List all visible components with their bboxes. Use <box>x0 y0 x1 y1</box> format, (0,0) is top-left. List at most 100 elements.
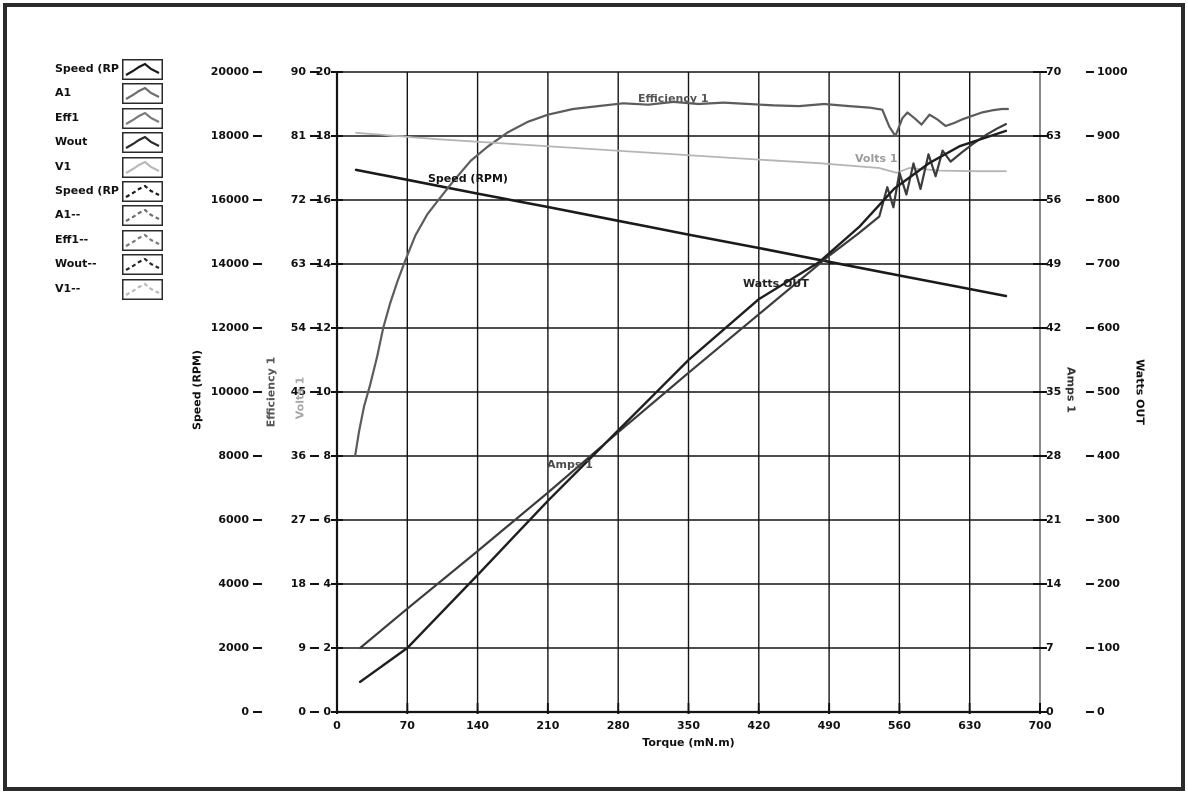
efficiency-tick-label: 81 <box>290 129 306 142</box>
efficiency-tick-label: 27 <box>290 513 306 526</box>
curve-label-volts-1: Volts 1 <box>855 152 898 165</box>
volts-tick-label: 14 <box>315 257 331 270</box>
speed-tick-label: 6000 <box>218 513 249 526</box>
watts-tick-label: 700 <box>1097 257 1120 270</box>
efficiency-tick-label: 72 <box>290 193 306 206</box>
watts-axis-title: Watts OUT <box>1133 359 1147 425</box>
volts-tick-label: 4 <box>323 577 331 590</box>
legend-label: Eff1 <box>55 110 80 124</box>
legend-swatch <box>122 156 163 178</box>
watts-tick-label: 1000 <box>1097 65 1128 78</box>
x-tick-label: 350 <box>677 719 700 732</box>
x-tick-label: 490 <box>817 719 841 732</box>
amps-tick-label: 56 <box>1046 193 1062 206</box>
volts-tick-label: 18 <box>315 129 331 142</box>
curve-label-watts-out: Watts OUT <box>743 277 809 290</box>
legend-line-sample <box>125 111 160 125</box>
legend-swatch <box>122 278 163 300</box>
x-tick-label: 0 <box>333 719 341 732</box>
amps-tick-label: 63 <box>1046 129 1062 142</box>
speed-tick-label: 14000 <box>210 257 249 270</box>
x-tick-label: 70 <box>399 719 415 732</box>
efficiency-tick-label: 36 <box>290 449 306 462</box>
legend-swatch <box>122 205 163 227</box>
x-tick-label: 210 <box>536 719 560 732</box>
speed-tick-label: 12000 <box>210 321 249 334</box>
legend-line-sample <box>125 160 160 174</box>
legend-swatch <box>122 132 163 154</box>
legend-swatch <box>122 83 163 105</box>
efficiency-tick-label: 0 <box>298 705 306 718</box>
legend-label: Wout-- <box>55 257 97 271</box>
curve-label-speed-rpm-: Speed (RPM) <box>428 172 508 185</box>
amps-tick-label: 21 <box>1046 513 1062 526</box>
volts-tick-label: 2 <box>323 641 331 654</box>
speed-tick-label: 4000 <box>218 577 249 590</box>
legend-swatch <box>122 229 163 251</box>
speed-axis-title: Speed (RPM) <box>190 350 204 430</box>
volts-tick-label: 20 <box>315 65 331 78</box>
speed-tick-label: 20000 <box>210 65 249 78</box>
volts-tick-label: 8 <box>323 449 331 462</box>
legend-swatch <box>122 107 163 129</box>
volts-tick-label: 16 <box>315 193 331 206</box>
legend-line-sample <box>125 62 160 76</box>
amps-tick-label: 7 <box>1046 641 1054 654</box>
x-tick-label: 280 <box>606 719 630 732</box>
legend-line-sample <box>125 209 160 223</box>
speed-tick-label: 2000 <box>218 641 249 654</box>
speed-tick-label: 10000 <box>210 385 249 398</box>
volts-tick-label: 12 <box>315 321 331 334</box>
watts-tick-label: 200 <box>1097 577 1120 590</box>
watts-tick-label: 0 <box>1097 705 1105 718</box>
legend-swatch <box>122 181 163 202</box>
amps-tick-label: 35 <box>1046 385 1062 398</box>
amps-tick-label: 14 <box>1046 577 1062 590</box>
watts-tick-label: 500 <box>1097 385 1120 398</box>
watts-tick-label: 600 <box>1097 321 1120 334</box>
efficiency-tick-label: 54 <box>290 321 306 334</box>
legend-line-sample <box>125 87 160 101</box>
legend-line-sample <box>125 257 160 272</box>
amps-tick-label: 49 <box>1046 257 1062 270</box>
legend-line-sample <box>125 135 160 150</box>
x-tick-label: 700 <box>1028 719 1052 732</box>
amps-tick-label: 70 <box>1046 65 1062 78</box>
efficiency-tick-label: 9 <box>298 641 306 654</box>
legend-swatch <box>122 254 163 276</box>
amps-tick-label: 28 <box>1046 449 1062 462</box>
x-tick-label: 420 <box>747 719 771 732</box>
speed-tick-label: 16000 <box>210 193 249 206</box>
legend-swatch <box>122 59 163 80</box>
legend-label: Eff1-- <box>55 232 89 246</box>
speed-tick-label: 0 <box>241 705 249 718</box>
legend-line-sample <box>125 184 160 198</box>
legend-label: V1 <box>55 159 72 173</box>
volts-tick-label: 6 <box>323 513 331 526</box>
legend-label: A1-- <box>55 208 81 222</box>
efficiency-tick-label: 90 <box>290 65 306 78</box>
amps-tick-label: 42 <box>1046 321 1062 334</box>
volts-axis-title: Volts 1 <box>293 376 307 420</box>
speed-tick-label: 8000 <box>218 449 249 462</box>
efficiency-tick-label: 45 <box>290 385 306 398</box>
watts-tick-label: 300 <box>1097 513 1120 526</box>
efficiency-axis-title: Efficiency 1 <box>264 356 278 428</box>
series-speed <box>354 168 1008 298</box>
efficiency-tick-label: 63 <box>290 257 306 270</box>
series-amps <box>359 122 1008 650</box>
curve-label-amps-1: Amps 1 <box>547 458 593 471</box>
speed-tick-label: 18000 <box>210 129 249 142</box>
watts-tick-label: 100 <box>1097 641 1120 654</box>
legend-label: Speed (RP <box>55 184 119 197</box>
volts-tick-label: 0 <box>323 705 331 718</box>
legend-line-sample <box>125 233 160 247</box>
series-watts <box>358 129 1008 684</box>
efficiency-tick-label: 18 <box>290 577 306 590</box>
series-volts <box>355 131 1007 174</box>
watts-tick-label: 800 <box>1097 193 1120 206</box>
x-axis-title: Torque (mN.m) <box>642 736 735 749</box>
amps-tick-label: 0 <box>1046 705 1054 718</box>
